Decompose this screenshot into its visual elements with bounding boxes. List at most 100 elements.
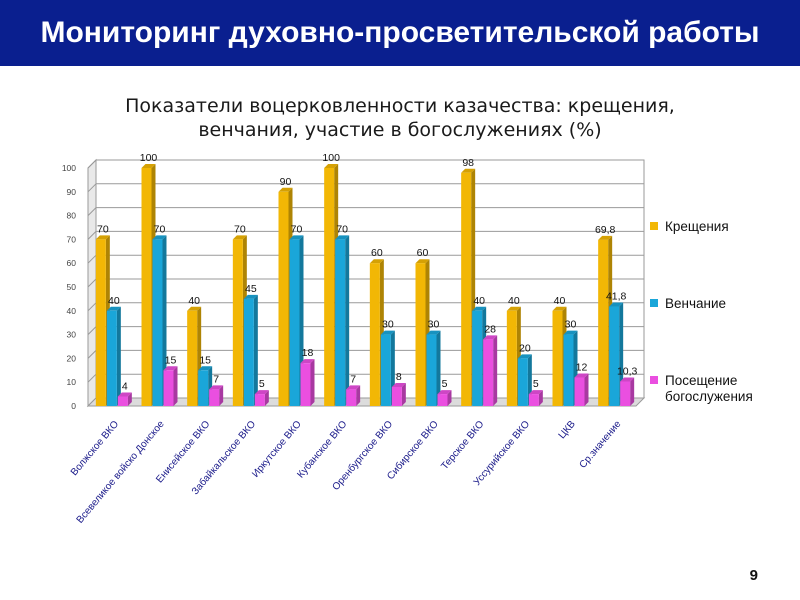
bar <box>198 370 209 406</box>
bar <box>598 239 609 406</box>
plot-floor <box>86 397 646 407</box>
data-label: 60 <box>417 247 429 259</box>
bar-top <box>437 390 452 395</box>
bar-top <box>278 187 293 192</box>
bar <box>415 263 426 406</box>
x-tick-label: Ср.значение <box>577 419 623 471</box>
gridline-side <box>87 373 97 383</box>
data-label: 7 <box>213 373 219 385</box>
bar-side <box>630 377 635 406</box>
data-label: 15 <box>165 354 177 366</box>
y-tick-label: 40 <box>67 306 77 316</box>
data-label: 100 <box>140 152 158 164</box>
bar <box>95 239 106 406</box>
bar <box>300 363 311 406</box>
bar-top <box>163 366 178 371</box>
bar-top <box>517 354 532 359</box>
bar-side <box>127 392 132 406</box>
legend-label: Крещения <box>665 219 729 234</box>
y-tick-label: 80 <box>67 211 77 221</box>
y-tick-label: 70 <box>67 234 77 244</box>
gridline-side <box>87 254 97 264</box>
bar <box>243 298 254 406</box>
bar-side <box>345 235 350 406</box>
bar <box>163 370 174 406</box>
gridline-side <box>87 207 97 216</box>
bar-side <box>493 335 498 406</box>
bar <box>324 168 335 406</box>
bar <box>574 377 585 406</box>
bar-side <box>173 366 178 406</box>
data-label: 40 <box>188 295 200 307</box>
bar <box>483 339 494 406</box>
data-label: 70 <box>154 223 166 235</box>
gridline-side <box>87 302 97 312</box>
header-bar: Мониторинг духовно-просветительской рабо… <box>0 0 800 66</box>
bar-top <box>198 366 213 371</box>
bar <box>335 239 346 406</box>
bar-side <box>538 390 543 406</box>
bar-top <box>620 377 635 382</box>
bar-side <box>436 330 441 406</box>
bar-top <box>552 306 567 311</box>
bar <box>289 239 300 406</box>
bar <box>517 358 528 406</box>
y-tick-label: 100 <box>62 163 76 173</box>
data-label: 70 <box>291 223 303 235</box>
gridline-side <box>87 278 97 288</box>
bar-top <box>254 390 269 395</box>
y-tick-label: 30 <box>67 330 77 340</box>
bar <box>391 386 402 406</box>
bar <box>209 389 220 406</box>
legend-label: богослужения <box>665 389 753 404</box>
page-title: Мониторинг духовно-просветительской рабо… <box>40 16 760 49</box>
data-label: 30 <box>382 319 394 331</box>
data-label: 15 <box>199 354 211 366</box>
data-label: 4 <box>122 380 128 392</box>
data-label: 30 <box>428 319 440 331</box>
x-tick-label: ЦКВ <box>557 419 578 442</box>
bar-side <box>116 306 121 406</box>
bar <box>461 172 472 406</box>
bar-top <box>609 302 624 307</box>
page-number: 9 <box>749 567 758 584</box>
bar-top <box>324 164 339 168</box>
y-tick-label: 60 <box>67 258 77 268</box>
bar <box>552 310 563 406</box>
bar-top <box>141 164 156 168</box>
data-label: 10,3 <box>617 365 638 377</box>
bar-top <box>187 306 202 311</box>
bar <box>278 191 289 406</box>
bar-side <box>584 373 589 406</box>
bar <box>437 394 448 406</box>
bar-top <box>152 235 167 240</box>
y-tick-label: 10 <box>67 377 77 387</box>
y-tick-label: 50 <box>67 282 77 292</box>
data-label: 70 <box>234 223 246 235</box>
gridline-side <box>87 183 97 193</box>
data-label: 7 <box>350 373 356 385</box>
bar-top <box>426 330 441 335</box>
bar <box>506 310 517 406</box>
bar <box>528 394 539 406</box>
legend-swatch <box>650 222 658 230</box>
bar-side <box>162 235 167 406</box>
data-label: 28 <box>484 323 496 335</box>
chart-title-line-1: Показатели воцерковленности казачества: … <box>125 95 675 117</box>
data-label: 5 <box>259 378 265 390</box>
y-tick-label: 0 <box>71 401 76 411</box>
bar <box>346 389 357 406</box>
bar-top <box>335 235 350 240</box>
gridline-side <box>87 159 97 169</box>
bar <box>620 381 631 406</box>
data-label: 69,8 <box>595 224 616 236</box>
chart-title-line-2: венчания, участие в богослужениях (%) <box>198 119 602 141</box>
bar-side <box>264 390 269 406</box>
bar-top <box>598 235 613 240</box>
legend-label: Посещение <box>665 373 737 388</box>
x-tick-label: Всевеликое войско Донское <box>75 419 167 526</box>
x-tick-label: Иркутское ВКО <box>250 419 304 480</box>
bar-top <box>209 385 224 390</box>
data-label: 100 <box>322 152 340 164</box>
